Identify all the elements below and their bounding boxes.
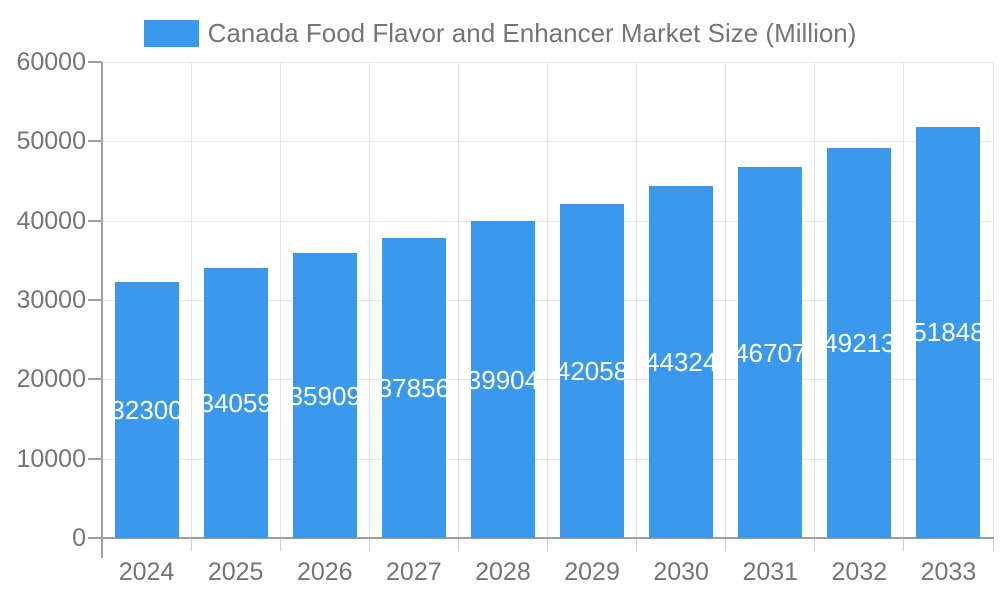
gridline-v bbox=[903, 62, 905, 538]
gridline-v bbox=[368, 62, 370, 538]
x-tick bbox=[279, 538, 281, 551]
bar-value-label: 49213 bbox=[823, 327, 896, 358]
x-tick bbox=[547, 538, 548, 551]
y-axis-line bbox=[101, 62, 103, 558]
legend-swatch bbox=[143, 20, 199, 47]
gridline-v bbox=[190, 62, 192, 538]
y-tick bbox=[88, 378, 102, 381]
x-axis-label: 2033 bbox=[920, 558, 977, 586]
bar bbox=[649, 186, 714, 538]
x-tick bbox=[725, 538, 727, 551]
bar-value-label: 32300 bbox=[110, 394, 183, 425]
bar bbox=[381, 237, 446, 538]
y-tick bbox=[88, 140, 102, 143]
x-axis-label: 2028 bbox=[475, 558, 531, 586]
bar bbox=[738, 167, 803, 538]
x-tick bbox=[457, 538, 459, 551]
y-axis-label: 40000 bbox=[16, 206, 86, 235]
bar bbox=[470, 221, 535, 538]
x-tick bbox=[814, 538, 816, 551]
x-axis-label: 2032 bbox=[831, 558, 888, 586]
x-tick bbox=[368, 538, 370, 551]
y-tick bbox=[88, 457, 102, 460]
bar-value-label: 39904 bbox=[466, 364, 540, 395]
bar-value-label: 51848 bbox=[912, 317, 985, 348]
bar-value-label: 34059 bbox=[199, 387, 272, 418]
gridline-v bbox=[725, 62, 727, 538]
x-axis-label: 2029 bbox=[564, 558, 620, 586]
bar-value-label: 46707 bbox=[734, 337, 807, 368]
y-tick bbox=[88, 61, 102, 63]
gridline-v bbox=[992, 62, 994, 538]
x-tick bbox=[190, 538, 192, 551]
x-axis-label: 2026 bbox=[296, 558, 353, 586]
bar bbox=[292, 253, 357, 538]
y-axis-label: 10000 bbox=[16, 444, 86, 473]
gridline-v bbox=[279, 62, 281, 538]
x-tick bbox=[992, 538, 994, 551]
y-axis-label: 50000 bbox=[16, 127, 86, 156]
y-tick bbox=[88, 299, 102, 301]
bar bbox=[560, 204, 625, 538]
gridline-v bbox=[814, 62, 816, 538]
bar bbox=[827, 147, 892, 538]
y-axis-label: 20000 bbox=[16, 365, 86, 394]
bar bbox=[916, 126, 981, 538]
bar bbox=[203, 267, 268, 538]
chart-title: Canada Food Flavor and Enhancer Market S… bbox=[207, 18, 857, 48]
gridline-v bbox=[636, 62, 638, 538]
bar-value-label: 42058 bbox=[555, 356, 629, 387]
x-tick bbox=[903, 538, 905, 551]
bar-value-label: 37856 bbox=[377, 372, 450, 403]
x-axis-label: 2024 bbox=[118, 558, 175, 586]
x-axis-label: 2031 bbox=[742, 558, 799, 586]
legend: Canada Food Flavor and Enhancer Market S… bbox=[0, 18, 1000, 49]
x-tick bbox=[636, 538, 638, 551]
bar-value-label: 35909 bbox=[288, 380, 361, 411]
plot-area: 0 10000 20000 30000 40000 50000 60000 32300 2024… bbox=[16, 48, 994, 586]
y-axis-label: 0 bbox=[72, 524, 86, 552]
bar-value-label: 44324 bbox=[644, 347, 718, 378]
x-axis-label: 2027 bbox=[386, 558, 442, 586]
x-axis-label: 2025 bbox=[207, 558, 264, 586]
y-tick bbox=[88, 219, 102, 222]
y-tick bbox=[88, 537, 102, 539]
gridline-v bbox=[457, 62, 459, 538]
x-axis-label: 2030 bbox=[653, 558, 709, 586]
y-axis-label: 60000 bbox=[16, 48, 86, 76]
y-axis-label: 30000 bbox=[16, 286, 86, 314]
gridline-v bbox=[547, 62, 548, 538]
bar bbox=[114, 281, 179, 538]
x-axis-line bbox=[101, 537, 994, 539]
